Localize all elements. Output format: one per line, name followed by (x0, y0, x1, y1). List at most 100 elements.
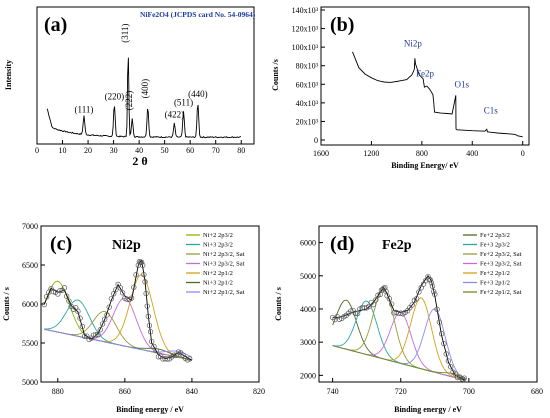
panel-b-ytick-label: 120x10³ (292, 25, 319, 34)
panel-c-data-point (155, 354, 162, 360)
panel-d-xtick-label: 700 (463, 387, 475, 396)
panel-b-ytick-label: 100x10³ (292, 43, 319, 52)
panel-c-xtick-label: 840 (186, 387, 198, 396)
panel-d-legend-label: Fe+2 2p1/2 (480, 270, 510, 277)
panel-c-data-point (133, 272, 139, 278)
panel-c-xlabel: Binding energy / eV (116, 405, 184, 414)
panel-c-data-point (138, 259, 145, 265)
panel-c-data-point (117, 285, 124, 291)
panel-c: (c) Ni2p Counts / s Binding energy / eV … (2, 222, 265, 414)
panel-c-ytick-label: 6500 (22, 261, 38, 270)
panel-d-data-point (348, 308, 354, 314)
panel-d-data-point (361, 305, 368, 311)
panel-d-data-point (386, 296, 393, 302)
panel-c-data-point (153, 347, 159, 354)
panel-a-frame (36, 6, 255, 145)
panel-c-data-point (95, 331, 101, 338)
panel-a-peak-label: (222) (124, 91, 134, 111)
panel-c-ytick-label: 6000 (22, 300, 38, 309)
panel-a: (a) NiFe2O4 (JCPDS card No. 54-0964) Int… (4, 6, 256, 168)
panel-c-data-point (128, 295, 135, 301)
panel-a-peak-label: (422) (165, 110, 185, 120)
panel-c-data-point (64, 293, 70, 299)
panel-d-legend-label: Fe+3 2p3/2 (480, 242, 510, 249)
panel-a-xlabel: 2 θ (132, 154, 147, 168)
panel-d-frame (318, 225, 538, 383)
panel-c-xtick-label: 820 (253, 387, 265, 396)
panel-d-fit-curve (332, 288, 466, 381)
panel-c-data-point (146, 322, 153, 329)
panel-c-data-point (99, 321, 106, 327)
panel-b-annotation: C1s (484, 105, 499, 115)
panel-b-ytick-label: 40x10³ (296, 99, 319, 108)
panel-d-data-point (416, 289, 422, 295)
panel-c-data-point (119, 290, 126, 296)
panel-c-data-point (187, 356, 193, 362)
panel-c-data-point (57, 287, 63, 294)
panel-d-data-point (454, 374, 461, 381)
panel-c-legend-label: Ni+3 2p3/2 (203, 242, 233, 249)
panel-c-data-point (131, 284, 137, 290)
panel-c-data-point (151, 343, 157, 350)
panel-d-data-point (460, 376, 466, 383)
panel-a-xtick-label: 30 (110, 146, 118, 155)
panel-c-data-point (149, 338, 155, 345)
panel-c-ytick-label: 5500 (22, 339, 38, 348)
panel-c-legend-label: Ni+2 2p3/2 (203, 232, 233, 239)
panel-d-data-point (389, 301, 395, 307)
panel-a-label: (a) (44, 14, 67, 36)
panel-d-legend-label: Fe+2 2p3/2 (480, 232, 510, 239)
panel-d-data-point (366, 303, 372, 310)
panel-c-data-point (145, 313, 151, 320)
panel-c-envelope-line (43, 259, 193, 361)
panel-d-legend-label: Fe+2 2p1/2, Sat (480, 289, 522, 296)
panel-c-data-point (164, 356, 170, 362)
panel-c-data-point (41, 301, 48, 308)
panel-d-envelope-line (332, 275, 466, 381)
panel-b-ylabel: Counts /s (271, 59, 280, 91)
panel-c-data-point (79, 323, 86, 330)
panel-c-data-point (144, 303, 150, 309)
panel-c-data-point (143, 290, 149, 297)
panel-a-xtick-label: 70 (212, 146, 220, 155)
panel-a-peak-label: (111) (75, 104, 94, 114)
panel-c-data-point (75, 308, 81, 314)
panel-a-xtick-label: 40 (135, 146, 143, 155)
panel-b-ytick-label: 0 (314, 136, 318, 145)
panel-c-data-point (61, 285, 68, 291)
panel-b-xtick-label: 1600 (313, 149, 329, 158)
panel-d-data-point (352, 310, 358, 316)
panel-c-legend-label: Ni+2 2p1/2 (203, 270, 233, 277)
panel-d-data-point (434, 306, 440, 312)
panel-d-data-point (429, 283, 436, 289)
panel-c-xtick-label: 880 (52, 387, 64, 396)
panel-c-ytick-label: 7000 (22, 222, 38, 231)
panel-b-ytick-label: 80x10³ (296, 62, 319, 71)
panel-c-data-point (97, 327, 103, 333)
panel-d-data-point (354, 310, 361, 317)
panel-d-label: (d) (330, 233, 354, 255)
panel-c-data-point (142, 279, 148, 285)
panel-b-xtick-label: 1200 (363, 149, 379, 158)
panel-a-title: NiFe2O4 (JCPDS card No. 54-0964) (140, 10, 256, 19)
panel-c-data-point (106, 304, 112, 310)
panel-d-data-point (445, 358, 452, 364)
panel-d: (d) Fe2p Counts / s Binding energy / eV … (274, 225, 543, 414)
panel-d-data-point (441, 340, 447, 347)
panel-d-xtick-label: 740 (327, 387, 339, 396)
panel-d-fit-curve (332, 345, 466, 379)
panel-c-data-point (113, 286, 119, 293)
panel-b-xtick-label: 400 (466, 149, 478, 158)
panel-c-fit-curve (44, 328, 193, 358)
panel-b-ytick-label: 140x10³ (292, 6, 319, 15)
panel-c-legend-label: Ni+2 2p3/2, Sat (203, 251, 245, 258)
panel-d-title: Fe2p (382, 238, 412, 253)
panel-b-annotation: Fe2p (416, 69, 435, 79)
panel-d-data-point (438, 331, 445, 337)
panel-c-frame (40, 225, 260, 383)
panel-c-legend-label: Ni+2 2p1/2, Sat (203, 289, 245, 296)
panel-d-ylabel: Counts / s (274, 287, 283, 321)
panel-d-data-point (436, 319, 443, 325)
panel-d-ytick-label: 4000 (300, 305, 316, 314)
